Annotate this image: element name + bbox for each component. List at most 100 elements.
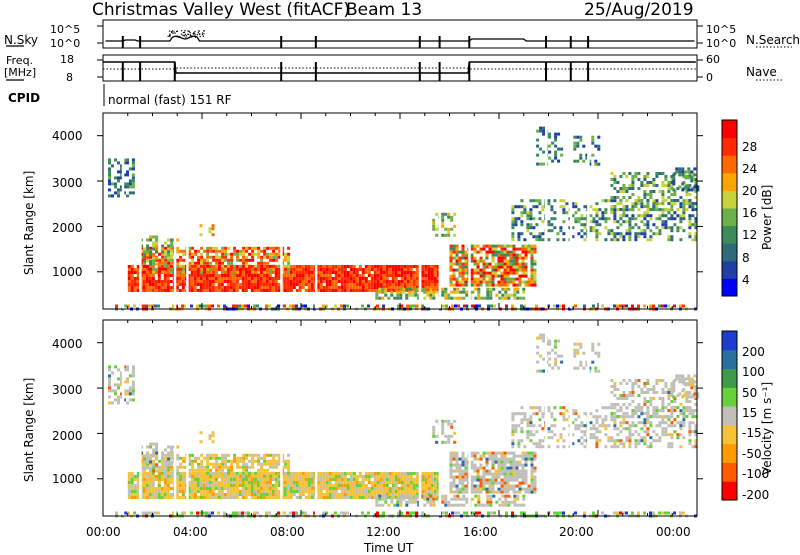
power-cell (164, 274, 167, 277)
power-cell (206, 256, 209, 259)
power-cell (272, 289, 275, 292)
velocity-cell (393, 504, 396, 507)
velocity-cell (510, 458, 513, 461)
velocity-cell (453, 482, 456, 485)
power-cell (601, 217, 604, 220)
power-cell (257, 277, 260, 280)
velocity-cell (462, 458, 465, 461)
velocity-cell (209, 472, 212, 475)
power-cell (164, 242, 167, 245)
power-cell (687, 170, 690, 173)
velocity-cell (486, 504, 489, 507)
velocity-cell (350, 475, 353, 478)
power-cell (471, 269, 474, 272)
power-cell (209, 289, 212, 292)
power-cell (655, 205, 658, 208)
velocity-cell (362, 481, 365, 484)
power-cell (239, 277, 242, 280)
power-cell (146, 245, 149, 248)
velocity-cell (126, 389, 129, 392)
power-cell (501, 275, 504, 278)
velocity-cell (194, 478, 197, 481)
power-cell (245, 289, 248, 292)
power-cell (688, 223, 691, 226)
velocity-cell (245, 463, 248, 466)
power-cell (432, 222, 435, 225)
velocity-cell (245, 454, 248, 457)
power-cell (444, 291, 447, 294)
power-cell (477, 260, 480, 263)
velocity-cell (528, 458, 531, 461)
power-cell (362, 277, 365, 280)
power-cell (392, 274, 395, 277)
velocity-cell (492, 464, 495, 467)
power-cell (404, 280, 407, 283)
velocity-cell (161, 472, 164, 475)
power-cell (583, 205, 586, 208)
power-cell (302, 271, 305, 274)
power-cell (242, 268, 245, 271)
power-cell (377, 271, 380, 274)
velocity-cell (179, 457, 182, 460)
power-cell (532, 217, 535, 220)
power-cell (287, 268, 290, 271)
velocity-cell (221, 457, 224, 460)
velocity-cell (353, 478, 356, 481)
power-cell (332, 277, 335, 280)
power-cell (215, 271, 218, 274)
velocity-cell (320, 493, 323, 496)
velocity-cell (152, 449, 155, 452)
velocity-cell (227, 487, 230, 490)
power-cell (263, 268, 266, 271)
power-cell (299, 286, 302, 289)
power-cell (453, 248, 456, 251)
velocity-cell (413, 472, 416, 475)
velocity-cell (224, 457, 227, 460)
power-cell (529, 208, 532, 211)
power-cell (548, 151, 551, 154)
power-cell (534, 251, 537, 254)
power-cell (579, 157, 582, 160)
velocity-cell (128, 490, 131, 493)
power-cell (377, 283, 380, 286)
velocity-cell (242, 466, 245, 469)
velocity-cell (233, 481, 236, 484)
power-cell (414, 294, 417, 297)
velocity-cell (413, 484, 416, 487)
velocity-cell (230, 463, 233, 466)
power-cell (675, 170, 678, 173)
power-cell (493, 305, 496, 308)
power-cell (149, 254, 152, 257)
velocity-cell (353, 484, 356, 487)
power-cell (164, 247, 167, 250)
velocity-cell (553, 424, 556, 427)
power-cell (456, 269, 459, 272)
power-cell (209, 280, 212, 283)
velocity-cell (450, 455, 453, 458)
power-cell (516, 269, 519, 272)
power-cell (450, 228, 453, 231)
power-cell (619, 214, 622, 217)
power-cell (269, 286, 272, 289)
velocity-cell (489, 501, 492, 504)
power-cell (182, 277, 185, 280)
power-cell (341, 286, 344, 289)
velocity-cell (224, 478, 227, 481)
power-cell (450, 297, 453, 300)
power-cell (541, 238, 544, 241)
velocity-cell (492, 485, 495, 488)
power-cell (649, 214, 652, 217)
velocity-cell (471, 464, 474, 467)
velocity-cell (149, 467, 152, 470)
power-cell (232, 305, 235, 308)
power-cell (227, 265, 230, 268)
power-cell (531, 266, 534, 269)
velocity-cell (203, 481, 206, 484)
velocity-cell (245, 472, 248, 475)
power-cell (574, 202, 577, 205)
velocity-cell (164, 475, 167, 478)
velocity-cell (191, 490, 194, 493)
power-cell (392, 277, 395, 280)
power-cell (425, 274, 428, 277)
velocity-cell (384, 498, 387, 501)
